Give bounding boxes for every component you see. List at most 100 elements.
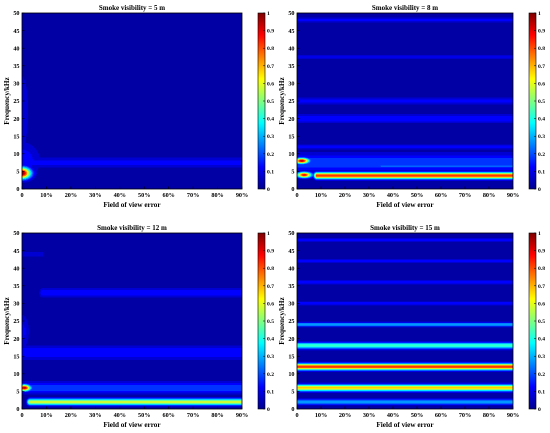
y-tick-label: 20 bbox=[288, 336, 294, 343]
x-tick-label: 40% bbox=[387, 192, 399, 199]
y-tick-label: 20 bbox=[13, 116, 19, 123]
y-tick-label: 15 bbox=[13, 353, 19, 360]
y-tick-label: 15 bbox=[13, 133, 19, 140]
x-tick-label: 80% bbox=[211, 192, 223, 199]
y-tick-label: 20 bbox=[13, 336, 19, 343]
x-tick-label: 0 bbox=[20, 412, 23, 419]
colorbar-tick-label: 0.2 bbox=[538, 152, 545, 158]
colorbar-tick-label: 0.9 bbox=[538, 249, 545, 255]
y-tick-label: 35 bbox=[288, 63, 294, 70]
y-tick-label: 25 bbox=[288, 318, 294, 325]
x-axis-label: Field of view error bbox=[103, 421, 161, 429]
y-tick-label: 30 bbox=[13, 301, 19, 308]
y-tick-label: 10 bbox=[288, 151, 294, 158]
x-tick-label: 30% bbox=[363, 192, 375, 199]
x-tick-label: 80% bbox=[211, 412, 223, 419]
heatmap-image bbox=[297, 233, 513, 409]
y-tick-label: 15 bbox=[288, 133, 294, 140]
y-tick-label: 40 bbox=[288, 45, 294, 52]
colorbar-tick-label: 0.2 bbox=[538, 372, 545, 378]
colorbar-tick-label: 0.6 bbox=[267, 81, 274, 87]
colorbar-tick-label: 0.1 bbox=[267, 169, 274, 175]
x-tick-label: 80% bbox=[483, 192, 495, 199]
heatmap-image bbox=[297, 13, 513, 189]
colorbar-tick-label: 0.1 bbox=[267, 389, 274, 395]
x-tick-label: 70% bbox=[459, 412, 471, 419]
chart-panel: 0 10% 20% 30% 40% 50% 60% 70% 80% 90%051015202530… bbox=[3, 224, 274, 429]
y-tick-label: 40 bbox=[13, 45, 19, 52]
y-tick-label: 30 bbox=[13, 81, 19, 88]
x-tick-label: 60% bbox=[435, 192, 447, 199]
x-tick-label: 50% bbox=[138, 192, 150, 199]
x-tick-label: 30% bbox=[363, 412, 375, 419]
colorbar-tick-label: 0.1 bbox=[538, 389, 545, 395]
x-tick-label: 70% bbox=[459, 192, 471, 199]
y-axis-label: Frequency/kHz bbox=[278, 297, 286, 345]
x-tick-label: 10% bbox=[40, 192, 52, 199]
chart-title: Smoke visibility = 15 m bbox=[370, 224, 440, 232]
colorbar-tick-label: 0 bbox=[538, 407, 541, 413]
colorbar-tick-label: 0.7 bbox=[267, 64, 274, 70]
colorbar-tick-label: 0 bbox=[538, 187, 541, 193]
x-axis-label: Field of view error bbox=[376, 421, 434, 429]
x-tick-label: 10% bbox=[315, 412, 327, 419]
chart-title: Smoke visibility = 12 m bbox=[97, 224, 167, 232]
x-tick-label: 60% bbox=[162, 192, 174, 199]
x-tick-label: 60% bbox=[435, 412, 447, 419]
x-tick-label: 30% bbox=[89, 412, 101, 419]
colorbar-tick-label: 0.3 bbox=[538, 134, 545, 140]
x-tick-label: 90% bbox=[507, 192, 519, 199]
x-tick-label: 30% bbox=[89, 192, 101, 199]
y-tick-label: 5 bbox=[16, 169, 19, 176]
y-tick-label: 50 bbox=[288, 230, 294, 237]
colorbar-tick-label: 0.8 bbox=[538, 266, 545, 272]
colorbar-tick-label: 0.9 bbox=[267, 29, 274, 35]
colorbar-tick-label: 0.2 bbox=[267, 152, 274, 158]
y-tick-label: 25 bbox=[288, 98, 294, 105]
y-tick-label: 0 bbox=[16, 186, 19, 193]
heatmap-image bbox=[22, 233, 242, 409]
y-tick-label: 5 bbox=[16, 389, 19, 396]
x-tick-label: 0 bbox=[295, 412, 298, 419]
x-axis-label: Field of view error bbox=[103, 201, 161, 209]
chart-panel: 0 10% 20% 30% 40% 50% 60% 70% 80% 90%051015202530… bbox=[278, 224, 545, 429]
colorbar-tick-label: 0.3 bbox=[538, 354, 545, 360]
colorbar-tick-label: 1 bbox=[267, 11, 270, 17]
colorbar-tick-label: 0.5 bbox=[267, 319, 274, 325]
y-tick-label: 35 bbox=[288, 283, 294, 290]
y-tick-label: 0 bbox=[291, 406, 294, 413]
y-tick-label: 0 bbox=[16, 406, 19, 413]
x-tick-label: 20% bbox=[65, 192, 77, 199]
y-tick-label: 35 bbox=[13, 283, 19, 290]
colorbar-tick-label: 0.9 bbox=[267, 249, 274, 255]
x-tick-label: 50% bbox=[411, 192, 423, 199]
chart-panel: 0 10% 20% 30% 40% 50% 60% 70% 80% 90%051015202530… bbox=[3, 4, 274, 209]
y-tick-label: 10 bbox=[13, 371, 19, 378]
colorbar-tick-label: 0.5 bbox=[538, 99, 545, 105]
colorbar-tick-label: 0.2 bbox=[267, 372, 274, 378]
y-tick-label: 40 bbox=[288, 265, 294, 272]
x-tick-label: 20% bbox=[339, 192, 351, 199]
x-tick-label: 0 bbox=[295, 192, 298, 199]
y-tick-label: 15 bbox=[288, 353, 294, 360]
y-tick-label: 25 bbox=[13, 318, 19, 325]
y-tick-label: 45 bbox=[13, 248, 19, 255]
y-tick-label: 0 bbox=[291, 186, 294, 193]
colorbar-tick-label: 0.7 bbox=[538, 64, 545, 70]
x-tick-label: 10% bbox=[315, 192, 327, 199]
colorbar-tick-label: 0.3 bbox=[267, 354, 274, 360]
x-tick-label: 0 bbox=[20, 192, 23, 199]
x-tick-label: 10% bbox=[40, 412, 52, 419]
x-tick-label: 80% bbox=[483, 412, 495, 419]
colorbar-tick-label: 0.9 bbox=[538, 29, 545, 35]
colorbar-tick-label: 1 bbox=[267, 231, 270, 237]
colorbar-tick-label: 0.4 bbox=[267, 117, 274, 123]
colorbar-tick-label: 0.8 bbox=[267, 266, 274, 272]
colorbar-tick-label: 0.4 bbox=[538, 117, 545, 123]
y-tick-label: 50 bbox=[288, 10, 294, 17]
x-tick-label: 40% bbox=[114, 412, 126, 419]
colorbar-tick-label: 0.8 bbox=[267, 46, 274, 52]
y-tick-label: 25 bbox=[13, 98, 19, 105]
colorbar-tick-label: 0.7 bbox=[267, 284, 274, 290]
y-tick-label: 40 bbox=[13, 265, 19, 272]
